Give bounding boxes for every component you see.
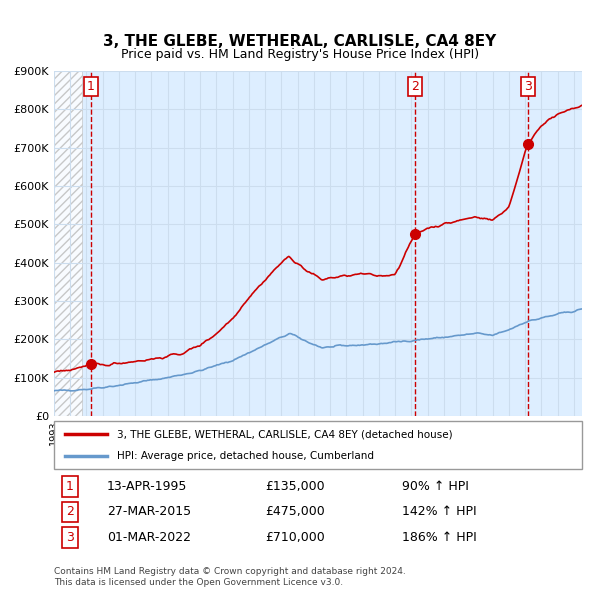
Text: HPI: Average price, detached house, Cumberland: HPI: Average price, detached house, Cumb… [118, 451, 374, 461]
Text: 3: 3 [66, 531, 74, 544]
Text: 1: 1 [87, 80, 95, 93]
Text: 142% ↑ HPI: 142% ↑ HPI [403, 505, 477, 519]
Text: 3: 3 [524, 80, 532, 93]
Text: 2: 2 [412, 80, 419, 93]
Text: 2: 2 [66, 505, 74, 519]
Text: 186% ↑ HPI: 186% ↑ HPI [403, 531, 477, 544]
Text: 90% ↑ HPI: 90% ↑ HPI [403, 480, 469, 493]
Text: Contains HM Land Registry data © Crown copyright and database right 2024.
This d: Contains HM Land Registry data © Crown c… [54, 568, 406, 586]
Text: 01-MAR-2022: 01-MAR-2022 [107, 531, 191, 544]
Text: 3, THE GLEBE, WETHERAL, CARLISLE, CA4 8EY: 3, THE GLEBE, WETHERAL, CARLISLE, CA4 8E… [103, 34, 497, 49]
Text: Price paid vs. HM Land Registry's House Price Index (HPI): Price paid vs. HM Land Registry's House … [121, 48, 479, 61]
Text: 1: 1 [66, 480, 74, 493]
Text: 3, THE GLEBE, WETHERAL, CARLISLE, CA4 8EY (detached house): 3, THE GLEBE, WETHERAL, CARLISLE, CA4 8E… [118, 429, 453, 439]
Text: 27-MAR-2015: 27-MAR-2015 [107, 505, 191, 519]
Text: £710,000: £710,000 [265, 531, 325, 544]
Text: £135,000: £135,000 [265, 480, 325, 493]
Text: £475,000: £475,000 [265, 505, 325, 519]
FancyBboxPatch shape [54, 421, 582, 469]
Text: 13-APR-1995: 13-APR-1995 [107, 480, 187, 493]
